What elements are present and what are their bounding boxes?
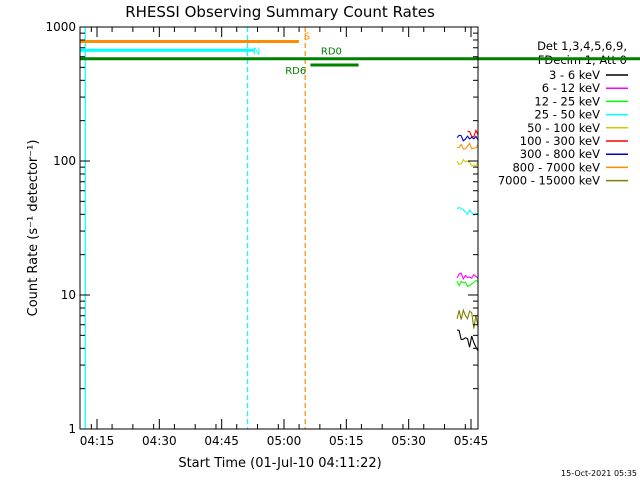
flag-bar-label-rd0: RD0	[321, 47, 342, 58]
legend-label-2: 6 - 12 keV	[542, 81, 600, 95]
legend-label-5: 50 - 100 keV	[527, 121, 600, 135]
y-tick-label-3: 100	[53, 154, 76, 168]
flag-bar-label-n: N	[253, 46, 260, 57]
x-axis-label: Start Time (01-Jul-10 04:11:22)	[178, 456, 381, 471]
x-tick-label-6: 05:30	[391, 434, 426, 448]
x-tick-label-5: 05:15	[329, 434, 364, 448]
plot-area: S N RD0 RD6 1 10 100 1000 04:15 04:30 04:45 05:00 05…	[45, 20, 640, 448]
x-tick-label-3: 04:45	[204, 434, 239, 448]
x-tick-label-4: 05:00	[267, 434, 302, 448]
legend-label-6: 100 - 300 keV	[520, 134, 600, 148]
flag-bar-label-s: S	[304, 31, 310, 42]
legend-label-9: 7000 - 15000 keV	[498, 174, 600, 188]
footer-timestamp: 15-Oct-2021 05:35	[561, 469, 637, 478]
x-tick-label-7: 05:45	[454, 434, 489, 448]
legend-header-line-1: Det 1,3,4,5,6,9,	[537, 39, 627, 53]
y-tick-label-2: 10	[61, 288, 76, 302]
x-tick-label-1: 04:15	[80, 434, 115, 448]
legend-label-7: 300 - 800 keV	[520, 147, 600, 161]
legend-label-1: 3 - 6 keV	[549, 68, 600, 82]
legend-label-4: 25 - 50 keV	[534, 108, 600, 122]
legend-label-3: 12 - 25 keV	[534, 94, 600, 108]
legend-label-8: 800 - 7000 keV	[512, 160, 600, 174]
flag-bar-label-rd6: RD6	[285, 66, 306, 77]
y-tick-label-4: 1000	[45, 20, 76, 34]
plot-frame	[79, 26, 479, 430]
chart-title: RHESSI Observing Summary Count Rates	[125, 3, 435, 21]
y-axis-label: Count Rate (s⁻¹ detector⁻¹)	[26, 140, 41, 317]
x-tick-label-2: 04:30	[142, 434, 177, 448]
y-tick-label-1: 1	[68, 422, 76, 436]
